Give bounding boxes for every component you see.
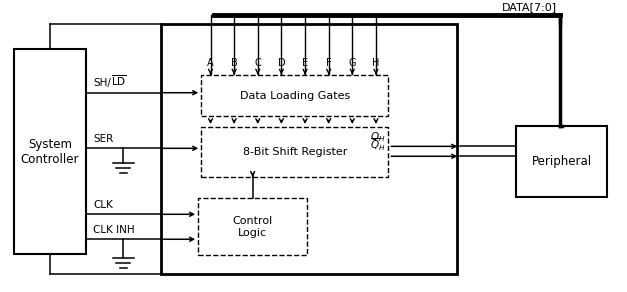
Text: System
Controller: System Controller xyxy=(21,138,79,166)
Text: A: A xyxy=(207,58,214,68)
Text: C: C xyxy=(255,58,261,68)
Text: $Q_H$: $Q_H$ xyxy=(370,130,385,143)
Text: CLK INH: CLK INH xyxy=(93,225,135,235)
Text: SH/: SH/ xyxy=(93,79,111,88)
Text: CLK: CLK xyxy=(93,200,113,210)
Text: G: G xyxy=(349,58,356,68)
Text: 8-Bit Shift Register: 8-Bit Shift Register xyxy=(243,147,347,157)
Text: H: H xyxy=(372,58,379,68)
Text: SER: SER xyxy=(93,134,113,144)
Text: D: D xyxy=(278,58,285,68)
Text: Control
Logic: Control Logic xyxy=(233,216,273,238)
Text: B: B xyxy=(231,58,238,68)
Text: E: E xyxy=(302,58,308,68)
Text: Data Loading Gates: Data Loading Gates xyxy=(240,91,350,100)
Text: F: F xyxy=(326,58,332,68)
Text: $\overline{Q}_H$: $\overline{Q}_H$ xyxy=(370,137,385,153)
Text: $\overline{\rm LD}$: $\overline{\rm LD}$ xyxy=(110,74,127,88)
Text: Peripheral: Peripheral xyxy=(532,155,592,168)
Text: DATA[7:0]: DATA[7:0] xyxy=(502,3,557,13)
